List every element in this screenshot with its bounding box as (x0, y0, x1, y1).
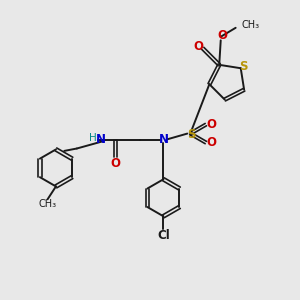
Text: N: N (96, 133, 106, 146)
Text: S: S (187, 128, 196, 141)
Text: O: O (193, 40, 203, 53)
Text: N: N (158, 133, 168, 146)
Text: CH₃: CH₃ (38, 199, 57, 209)
Text: O: O (111, 157, 121, 170)
Text: S: S (239, 60, 248, 73)
Text: H: H (89, 133, 97, 143)
Text: O: O (217, 29, 227, 42)
Text: Cl: Cl (157, 229, 170, 242)
Text: CH₃: CH₃ (241, 20, 259, 30)
Text: O: O (206, 118, 216, 131)
Text: O: O (206, 136, 216, 149)
